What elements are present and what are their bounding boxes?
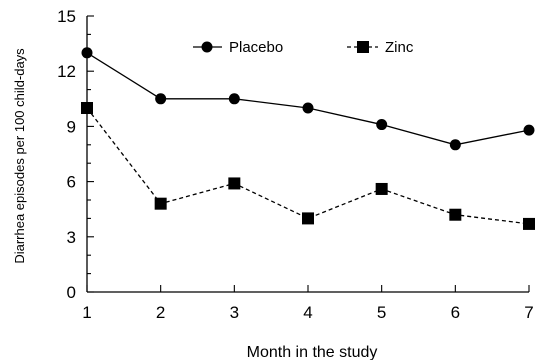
y-axis-title: Diarrhea episodes per 100 child-days bbox=[12, 48, 27, 264]
legend-label: Placebo bbox=[229, 39, 283, 56]
x-tick-label: 6 bbox=[451, 303, 460, 322]
x-tick-label: 4 bbox=[303, 303, 312, 322]
data-point-zinc bbox=[81, 102, 93, 114]
series-line-placebo bbox=[86, 52, 530, 146]
series-line-zinc bbox=[86, 107, 530, 225]
y-tick-label: 6 bbox=[67, 173, 76, 192]
axes bbox=[86, 16, 529, 293]
data-point-placebo bbox=[302, 102, 314, 114]
data-point-placebo bbox=[81, 47, 93, 59]
x-axis-title: Month in the study bbox=[247, 344, 378, 360]
y-ticks: 0 3 6 9 12 15 bbox=[57, 7, 94, 302]
data-point-zinc bbox=[228, 177, 241, 190]
data-point-placebo bbox=[376, 119, 388, 131]
data-point-zinc bbox=[523, 217, 535, 230]
legend-swatch-marker bbox=[357, 41, 369, 53]
x-tick-label: 7 bbox=[524, 303, 533, 322]
legend-swatch-marker bbox=[201, 41, 213, 53]
series-layer bbox=[81, 47, 535, 230]
x-ticks: 1 2 3 4 5 6 7 bbox=[82, 285, 534, 322]
data-point-zinc bbox=[449, 208, 462, 221]
data-point-zinc bbox=[154, 197, 167, 210]
series-zinc bbox=[81, 102, 535, 230]
x-tick-label: 3 bbox=[230, 303, 239, 322]
legend-label: Zinc bbox=[385, 39, 414, 56]
y-tick-label: 9 bbox=[67, 117, 76, 136]
data-point-zinc bbox=[302, 212, 314, 225]
x-tick-label: 2 bbox=[156, 303, 165, 322]
data-point-placebo bbox=[449, 139, 461, 151]
legend-item-placebo: Placebo bbox=[193, 39, 283, 56]
y-tick-label: 0 bbox=[67, 283, 76, 302]
x-tick-label: 5 bbox=[377, 303, 386, 322]
data-point-zinc bbox=[375, 182, 388, 195]
data-point-placebo bbox=[523, 124, 535, 136]
y-tick-label: 3 bbox=[67, 228, 76, 247]
series-placebo bbox=[81, 47, 535, 151]
legend: Placebo Zinc bbox=[193, 39, 414, 56]
x-tick-label: 1 bbox=[82, 303, 91, 322]
y-tick-label: 12 bbox=[57, 62, 76, 81]
legend-item-zinc: Zinc bbox=[347, 39, 414, 56]
data-point-placebo bbox=[155, 93, 167, 105]
data-point-placebo bbox=[228, 93, 240, 105]
y-tick-label: 15 bbox=[57, 7, 76, 26]
